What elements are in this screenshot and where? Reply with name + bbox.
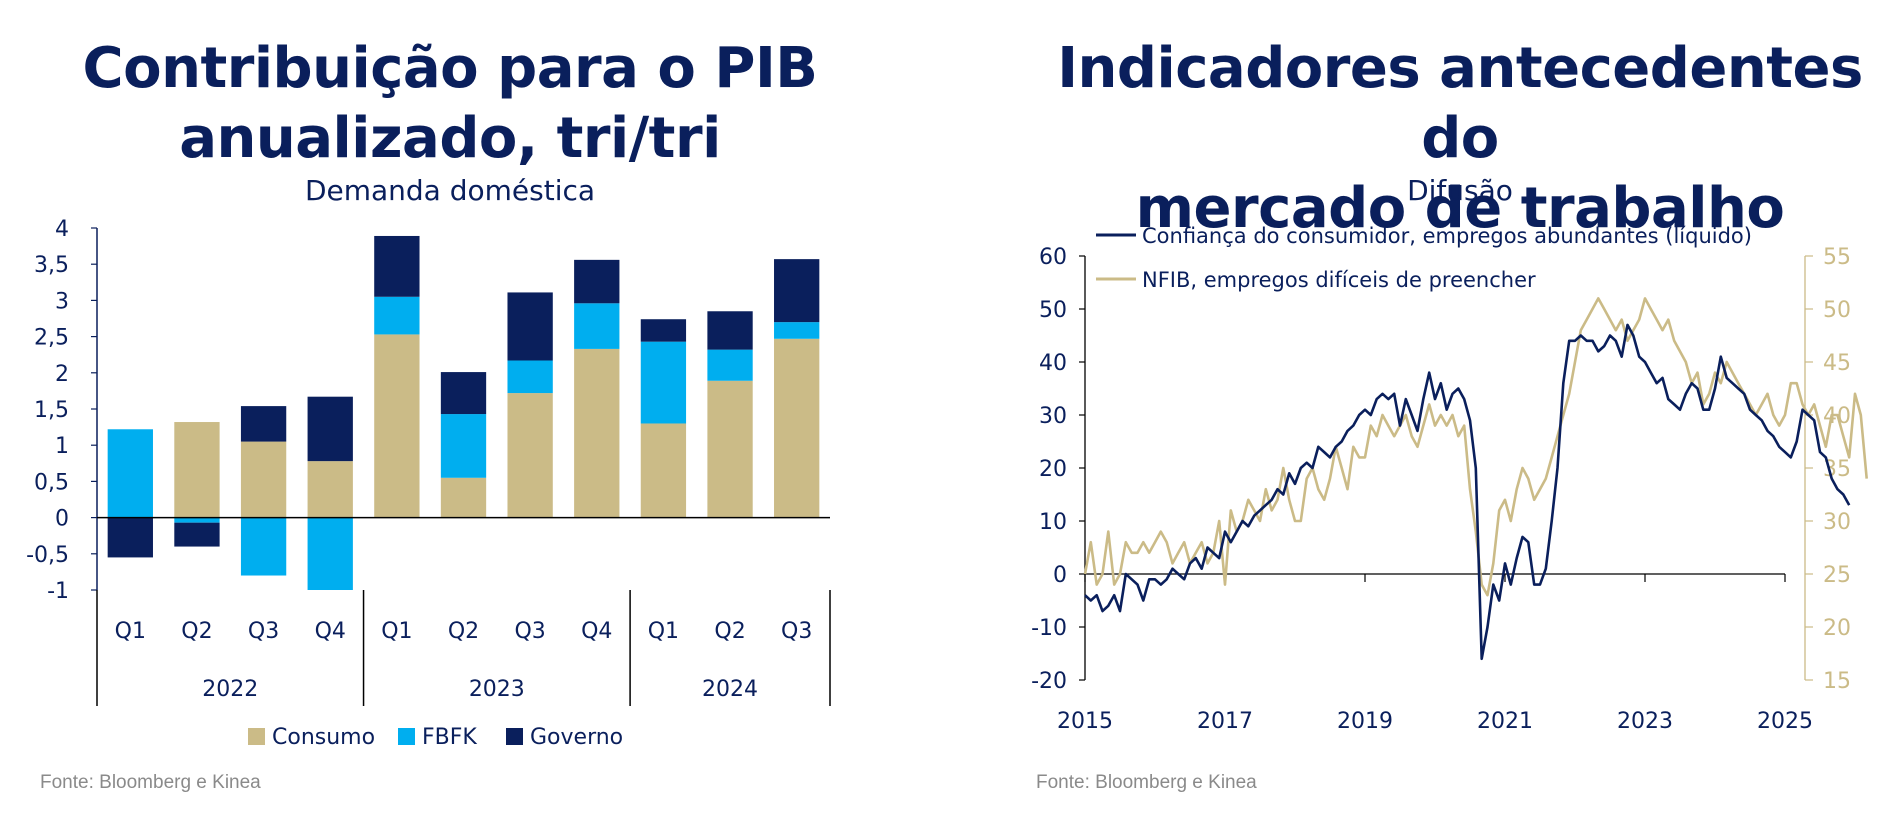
bar-segment-governo bbox=[174, 522, 220, 547]
y-tick-label: 3 bbox=[55, 289, 69, 314]
right-y-tick-label: 15 bbox=[1823, 669, 1851, 694]
y-tick-label: 2 bbox=[55, 362, 69, 387]
x-group-label: 2024 bbox=[702, 677, 758, 702]
y-tick-label: 1 bbox=[55, 434, 69, 459]
bar-segment-fbfk bbox=[640, 341, 687, 424]
bar-segment-consumo bbox=[307, 461, 353, 518]
right-chart-subtitle: Difusão bbox=[1407, 174, 1513, 207]
x-tick-label: 2021 bbox=[1477, 709, 1533, 734]
x-category-label: Q1 bbox=[648, 619, 679, 644]
x-category-label: Q2 bbox=[181, 619, 212, 644]
bar-segment-consumo bbox=[640, 423, 687, 518]
bar-segment-governo bbox=[374, 235, 420, 297]
bar-segment-governo bbox=[107, 517, 153, 558]
y-tick-label: 0,5 bbox=[34, 470, 69, 495]
x-category-label: Q3 bbox=[514, 619, 545, 644]
bar-segment-governo bbox=[507, 292, 553, 361]
line-chart: 6050403020100-10-20555045403530252015201… bbox=[1031, 224, 1868, 734]
x-tick-label: 2015 bbox=[1057, 709, 1113, 734]
left-chart-panel: Contribuição para o PIB anualizado, tri/… bbox=[0, 0, 900, 823]
legend-label-nfib: NFIB, empregos difíceis de preencher bbox=[1142, 268, 1536, 292]
bar-segment-consumo bbox=[374, 334, 420, 518]
x-category-label: Q4 bbox=[315, 619, 346, 644]
bar-chart: 4 3,5 3 2,5 2 1,5 1 0,5 0 -0,5 -1 Q1 Q2 Q3 Q4 Q1 Q2 Q3 Q4 Q… bbox=[26, 217, 831, 750]
bar-segment-governo bbox=[307, 396, 353, 462]
right-chart-title: Indicadores antecedentes do mercado de t… bbox=[1057, 36, 1863, 241]
bar-segment-governo bbox=[707, 311, 753, 350]
legend-label-governo: Governo bbox=[530, 725, 623, 750]
bar-segment-governo bbox=[440, 372, 487, 415]
left-y-tick-label: 20 bbox=[1039, 457, 1067, 482]
bar-segment-governo bbox=[774, 259, 820, 323]
left-y-tick-label: -20 bbox=[1031, 669, 1067, 694]
x-category-label: Q2 bbox=[714, 619, 745, 644]
legend-swatch-consumo bbox=[248, 728, 265, 745]
x-category-label: Q2 bbox=[448, 619, 479, 644]
left-chart-subtitle: Demanda doméstica bbox=[304, 174, 596, 207]
y-tick-label: 4 bbox=[55, 217, 69, 242]
x-category-label: Q3 bbox=[781, 619, 812, 644]
bar-segment-fbfk bbox=[774, 322, 820, 339]
bar-segment-governo bbox=[640, 319, 687, 342]
bar-segment-fbfk bbox=[574, 303, 620, 349]
bar-segment-fbfk bbox=[440, 414, 487, 478]
bar-segment-consumo bbox=[174, 422, 220, 518]
left-chart-source: Fonte: Bloomberg e Kinea bbox=[40, 772, 261, 793]
x-tick-label: 2023 bbox=[1617, 709, 1673, 734]
legend-label-consumo: Consumo bbox=[272, 725, 375, 750]
x-category-label: Q3 bbox=[248, 619, 279, 644]
bar-segment-fbfk bbox=[107, 429, 153, 518]
bar-segment-fbfk bbox=[240, 517, 287, 576]
bar-segment-governo bbox=[574, 259, 620, 304]
right-y-tick-label: 25 bbox=[1823, 563, 1851, 588]
bar-segment-consumo bbox=[707, 380, 753, 518]
x-category-label: Q1 bbox=[381, 619, 412, 644]
series-line-nfib bbox=[1083, 297, 1868, 597]
legend-swatch-governo bbox=[506, 728, 523, 745]
legend-label-fbfk: FBFK bbox=[422, 725, 477, 750]
y-tick-label: -1 bbox=[47, 579, 69, 604]
bar-segment-consumo bbox=[507, 393, 553, 518]
legend-swatch-fbfk bbox=[398, 728, 415, 745]
right-y-tick-label: 55 bbox=[1823, 245, 1851, 270]
x-tick-label: 2019 bbox=[1337, 709, 1393, 734]
y-tick-label: 2,5 bbox=[34, 326, 69, 351]
left-y-tick-label: 30 bbox=[1039, 404, 1067, 429]
y-tick-label: 3,5 bbox=[34, 253, 69, 278]
right-y-tick-label: 20 bbox=[1823, 616, 1851, 641]
y-tick-label: 1,5 bbox=[34, 398, 69, 423]
right-y-tick-label: 45 bbox=[1823, 351, 1851, 376]
x-category-label: Q1 bbox=[115, 619, 146, 644]
left-y-tick-label: 0 bbox=[1053, 563, 1067, 588]
bar-segment-consumo bbox=[774, 338, 820, 518]
bar-segment-fbfk bbox=[307, 517, 353, 590]
right-chart-panel: Indicadores antecedentes do mercado de t… bbox=[1000, 0, 1896, 823]
left-y-tick-label: -10 bbox=[1031, 616, 1067, 641]
x-category-label: Q4 bbox=[581, 619, 612, 644]
left-y-tick-label: 50 bbox=[1039, 298, 1067, 323]
right-y-tick-label: 50 bbox=[1823, 298, 1851, 323]
bar-segment-fbfk bbox=[374, 296, 420, 335]
left-y-tick-label: 40 bbox=[1039, 351, 1067, 376]
y-tick-label: -0,5 bbox=[26, 543, 69, 568]
legend-label-confianca: Confiança do consumidor, empregos abunda… bbox=[1142, 224, 1752, 248]
bar-segment-consumo bbox=[574, 348, 620, 518]
bar-segment-fbfk bbox=[707, 349, 753, 381]
bar-segment-governo bbox=[240, 406, 287, 442]
left-y-tick-label: 60 bbox=[1039, 245, 1067, 270]
y-tick-label: 0 bbox=[55, 507, 69, 532]
bar-segment-fbfk bbox=[507, 360, 553, 394]
x-group-label: 2023 bbox=[469, 677, 525, 702]
x-group-label: 2022 bbox=[202, 677, 258, 702]
x-tick-label: 2017 bbox=[1197, 709, 1253, 734]
series-line-confianca bbox=[1084, 323, 1851, 661]
right-chart-source: Fonte: Bloomberg e Kinea bbox=[1036, 772, 1257, 793]
bar-segment-fbfk bbox=[174, 517, 220, 523]
left-chart-title: Contribuição para o PIB anualizado, tri/… bbox=[82, 36, 818, 171]
bar-segment-consumo bbox=[440, 477, 487, 518]
bar-segment-consumo bbox=[240, 441, 287, 518]
right-y-tick-label: 30 bbox=[1823, 510, 1851, 535]
left-y-tick-label: 10 bbox=[1039, 510, 1067, 535]
x-tick-label: 2025 bbox=[1757, 709, 1813, 734]
